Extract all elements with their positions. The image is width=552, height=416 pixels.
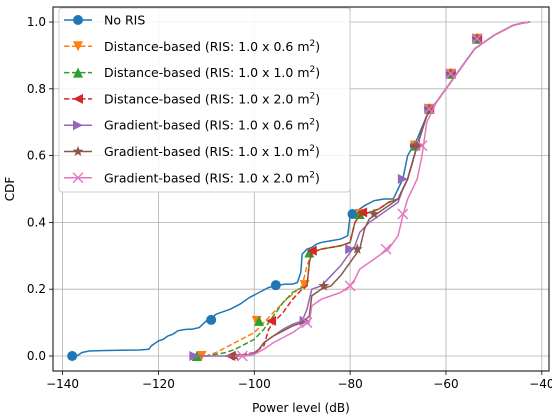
data-point xyxy=(380,243,392,255)
legend-frame xyxy=(58,7,351,193)
data-point xyxy=(357,207,368,218)
data-point xyxy=(306,245,317,256)
legend-label: Distance-based (RIS: 1.0 x 2.0 m2) xyxy=(104,91,320,106)
x-tick-label: −100 xyxy=(238,377,271,391)
data-point xyxy=(270,280,281,291)
legend-label-text: Gradient-based (RIS: 1.0 x 0.6 m xyxy=(104,118,309,133)
data-point xyxy=(266,315,277,326)
y-tick-label: 0.6 xyxy=(27,149,46,163)
data-point xyxy=(206,314,217,325)
y-tick-label: 0.4 xyxy=(27,215,46,229)
legend-item: Gradient-based (RIS: 1.0 x 2.0 m2) xyxy=(64,170,320,185)
data-point xyxy=(344,280,356,292)
data-point xyxy=(445,68,457,80)
data-point xyxy=(189,350,200,361)
legend-label-text: Distance-based (RIS: 1.0 x 0.6 m xyxy=(104,39,310,54)
legend-item: Distance-based (RIS: 1.0 x 2.0 m2) xyxy=(64,91,320,106)
legend-label-superscript: 2 xyxy=(310,91,316,101)
y-tick-label: 0.0 xyxy=(27,349,46,363)
legend-item: Gradient-based (RIS: 1.0 x 0.6 m2) xyxy=(64,118,320,133)
legend-marker xyxy=(73,15,83,25)
legend-label-superscript: 2 xyxy=(310,39,316,49)
legend-label-superscript: 2 xyxy=(309,118,315,128)
data-point xyxy=(471,33,483,45)
legend-marker xyxy=(72,145,84,157)
x-tick-label: −60 xyxy=(433,377,458,391)
x-tick-label: −120 xyxy=(142,377,175,391)
legend-marker xyxy=(72,172,84,184)
legend-label-superscript: 2 xyxy=(309,144,315,154)
legend-label-superscript: 2 xyxy=(310,65,316,75)
axes-frame xyxy=(52,6,550,372)
data-point xyxy=(347,209,358,220)
legend-marker xyxy=(73,120,83,131)
data-point xyxy=(301,317,313,329)
x-tick-label: −80 xyxy=(337,377,362,391)
data-point xyxy=(397,173,408,184)
legend: No RIS Distance-based (RIS: 1.0 x 0.6 m2)… xyxy=(58,7,351,193)
legend-label: Gradient-based (RIS: 1.0 x 1.0 m2) xyxy=(104,144,320,159)
legend-label-text: Gradient-based (RIS: 1.0 x 2.0 m xyxy=(104,170,309,185)
legend-item: Gradient-based (RIS: 1.0 x 1.0 m2) xyxy=(64,144,320,159)
y-axis-label: CDF xyxy=(3,177,17,202)
data-point xyxy=(351,243,363,254)
legend-label-superscript: 2 xyxy=(309,170,315,180)
data-point xyxy=(416,140,428,152)
x-axis-label: Power level (dB) xyxy=(252,401,350,415)
legend-label: Distance-based (RIS: 1.0 x 0.6 m2) xyxy=(104,39,320,54)
legend-item: No RIS xyxy=(64,13,145,28)
legend-marker xyxy=(73,67,83,78)
data-point xyxy=(368,208,380,219)
data-point xyxy=(229,350,241,361)
legend-label: No RIS xyxy=(104,13,145,28)
ticks: −140 −120 −100 −80 −60 −40 0.0 0.2 0.4 0.6 0.8 1.0 xyxy=(27,15,552,391)
legend-label: Distance-based (RIS: 1.0 x 1.0 m2) xyxy=(104,65,320,80)
data-point xyxy=(397,208,409,220)
data-point xyxy=(423,103,435,115)
legend-item: Distance-based (RIS: 1.0 x 1.0 m2) xyxy=(64,65,320,80)
y-tick-label: 0.2 xyxy=(27,282,46,296)
data-point xyxy=(345,244,356,255)
legend-marker xyxy=(73,41,83,52)
series-7 xyxy=(235,21,530,362)
legend-label-text: Gradient-based (RIS: 1.0 x 1.0 m xyxy=(104,144,309,159)
legend-marker xyxy=(73,93,83,104)
x-tick-label: −140 xyxy=(46,377,79,391)
y-tick-label: 0.8 xyxy=(27,82,46,96)
data-point xyxy=(236,350,248,362)
data-point xyxy=(411,139,423,151)
legend-label-text: No RIS xyxy=(104,13,145,28)
legend-label: Gradient-based (RIS: 1.0 x 2.0 m2) xyxy=(104,170,320,185)
data-point xyxy=(67,350,78,361)
legend-label-text: Distance-based (RIS: 1.0 x 1.0 m xyxy=(104,65,310,80)
data-point xyxy=(318,280,330,291)
series-layer xyxy=(67,21,530,362)
legend-label: Gradient-based (RIS: 1.0 x 0.6 m2) xyxy=(104,118,320,133)
legend-label-text: Distance-based (RIS: 1.0 x 2.0 m xyxy=(104,91,310,106)
x-tick-label: −40 xyxy=(529,377,552,391)
data-point xyxy=(354,209,365,220)
y-tick-label: 1.0 xyxy=(27,15,46,29)
data-point xyxy=(254,315,265,326)
legend-item: Distance-based (RIS: 1.0 x 0.6 m2) xyxy=(64,39,320,54)
